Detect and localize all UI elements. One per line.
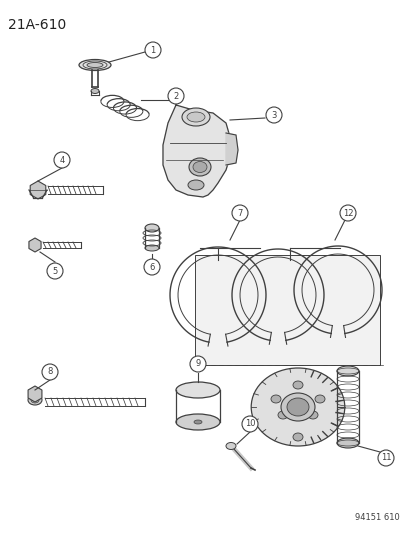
Text: 94151 610: 94151 610 — [354, 513, 399, 522]
Text: 2: 2 — [173, 92, 178, 101]
Circle shape — [42, 364, 58, 380]
Ellipse shape — [292, 433, 302, 441]
Circle shape — [145, 42, 161, 58]
Ellipse shape — [188, 180, 204, 190]
Text: 3: 3 — [271, 110, 276, 119]
Circle shape — [339, 205, 355, 221]
Ellipse shape — [91, 88, 99, 93]
Ellipse shape — [79, 60, 111, 70]
Ellipse shape — [251, 368, 344, 446]
Ellipse shape — [271, 395, 280, 403]
Circle shape — [242, 416, 257, 432]
Polygon shape — [30, 181, 46, 199]
Ellipse shape — [292, 381, 302, 389]
Ellipse shape — [336, 366, 358, 376]
Ellipse shape — [145, 245, 159, 251]
Ellipse shape — [187, 112, 204, 122]
Bar — [195, 255, 379, 365]
Ellipse shape — [176, 382, 219, 398]
Text: 10: 10 — [244, 419, 255, 429]
Circle shape — [54, 152, 70, 168]
Circle shape — [190, 356, 206, 372]
Ellipse shape — [336, 438, 358, 448]
Text: 6: 6 — [149, 262, 154, 271]
Polygon shape — [28, 386, 42, 402]
Ellipse shape — [87, 62, 103, 68]
Text: 7: 7 — [237, 208, 242, 217]
Ellipse shape — [286, 398, 308, 416]
Ellipse shape — [192, 161, 206, 173]
Ellipse shape — [225, 442, 235, 449]
Ellipse shape — [145, 224, 159, 232]
Polygon shape — [163, 105, 230, 197]
Text: 12: 12 — [342, 208, 352, 217]
Text: 1: 1 — [150, 45, 155, 54]
Ellipse shape — [194, 420, 202, 424]
Polygon shape — [225, 133, 237, 165]
Text: 11: 11 — [380, 454, 390, 463]
Text: 4: 4 — [59, 156, 64, 165]
Ellipse shape — [314, 395, 324, 403]
Ellipse shape — [176, 414, 219, 430]
Ellipse shape — [307, 411, 317, 419]
Text: 8: 8 — [47, 367, 52, 376]
Circle shape — [47, 263, 63, 279]
Polygon shape — [29, 238, 41, 252]
Text: 21A-610: 21A-610 — [8, 18, 66, 32]
Text: 9: 9 — [195, 359, 200, 368]
Circle shape — [168, 88, 183, 104]
Ellipse shape — [28, 395, 42, 405]
Ellipse shape — [280, 393, 314, 421]
Ellipse shape — [31, 397, 39, 403]
Ellipse shape — [189, 158, 211, 176]
Circle shape — [144, 259, 159, 275]
Ellipse shape — [277, 411, 287, 419]
Circle shape — [231, 205, 247, 221]
Circle shape — [377, 450, 393, 466]
Text: 5: 5 — [52, 266, 57, 276]
Ellipse shape — [182, 108, 209, 126]
Circle shape — [266, 107, 281, 123]
